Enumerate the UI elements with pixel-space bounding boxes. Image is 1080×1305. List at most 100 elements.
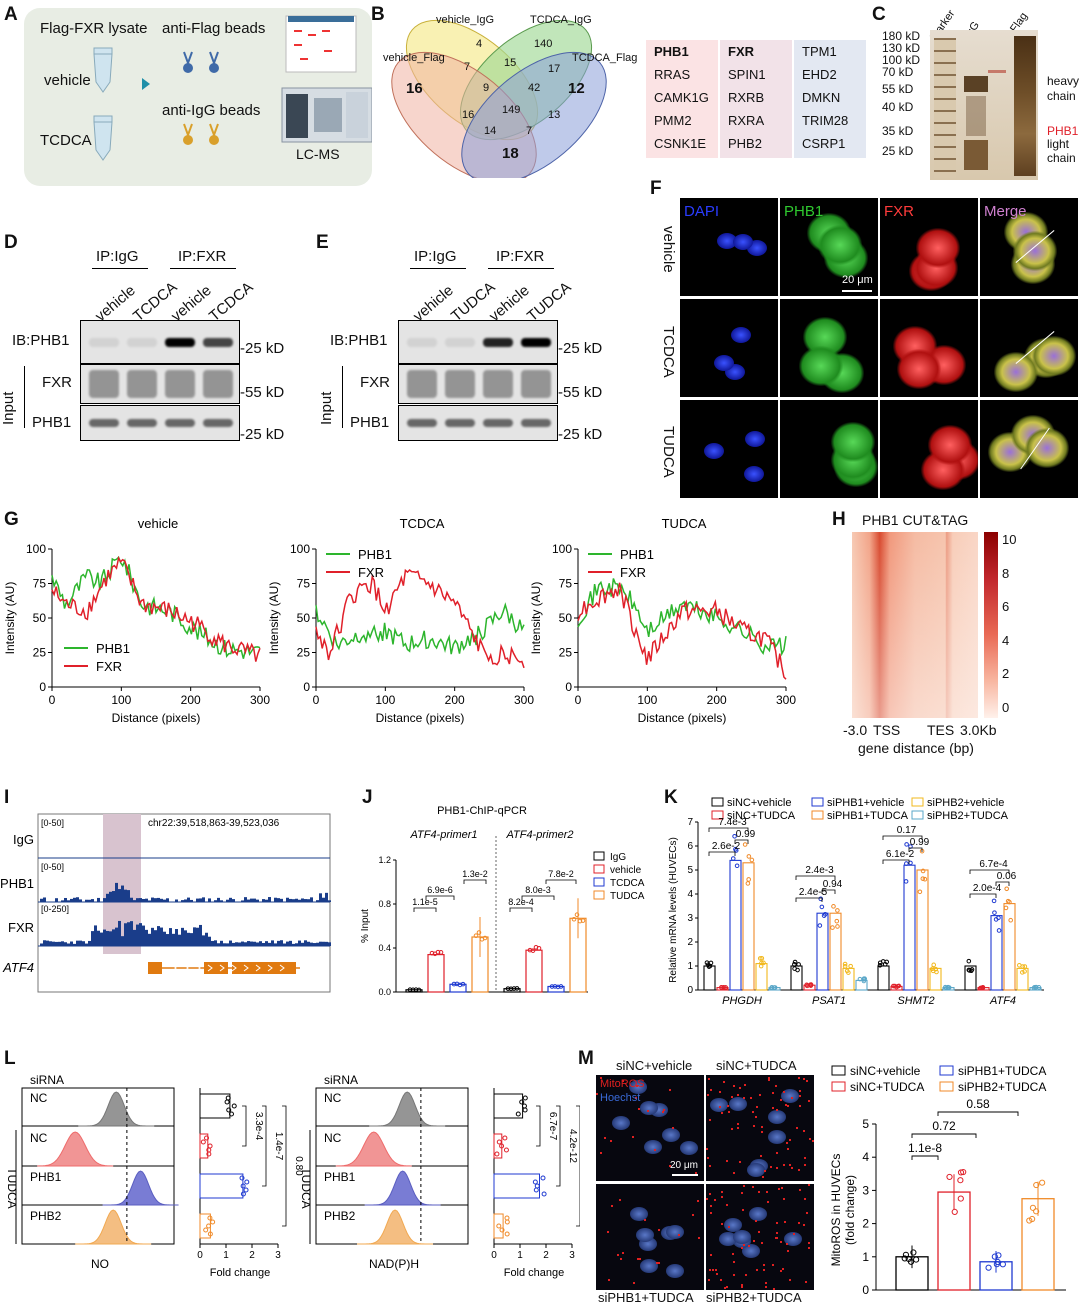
nucleus — [710, 1098, 729, 1113]
data-point — [1031, 985, 1037, 991]
data-point — [993, 1261, 1000, 1268]
significance-bracket — [545, 879, 577, 884]
data-point — [723, 985, 729, 990]
gene-cell: EHD2 — [802, 67, 837, 82]
micrograph-cell — [980, 400, 1078, 498]
signal-bar — [262, 899, 265, 902]
ros-dot — [756, 1268, 759, 1271]
legend-swatch — [911, 810, 924, 820]
gene-cell: CSRP1 — [802, 136, 846, 151]
p-value: 2.4e-5 — [799, 887, 828, 898]
ros-dot — [600, 1077, 603, 1080]
signal-bar — [241, 941, 244, 946]
signal-bar — [280, 898, 283, 902]
p-value: 7.8e-2 — [548, 869, 574, 879]
y-tick-label: 75 — [33, 577, 47, 591]
ib-label: IB:PHB1 — [12, 332, 70, 349]
signal-bar — [184, 930, 187, 946]
bar — [729, 859, 742, 991]
strand-arrow — [207, 964, 213, 972]
p-value: 0.17 — [897, 825, 917, 836]
p-value: 2.4e-3 — [805, 865, 834, 876]
cell-blob — [818, 225, 863, 266]
x-tick-label: 2 — [543, 1250, 549, 1261]
venn-set-vehicle-igg: vehicle_IgG — [436, 14, 495, 26]
signal-bar — [313, 943, 316, 946]
ros-dot — [697, 1236, 700, 1239]
signal-bar — [112, 929, 115, 946]
gene-label: PSAT1 — [812, 995, 846, 1007]
bar — [903, 864, 916, 991]
ros-dot — [757, 1191, 760, 1193]
x-tick-label: 200 — [707, 693, 727, 707]
strand-arrow — [243, 964, 249, 972]
micrograph-cell — [680, 198, 778, 296]
data-point — [913, 1256, 920, 1263]
data-point — [541, 1191, 547, 1197]
signal-bar — [139, 923, 142, 946]
western-blot-strip — [398, 364, 558, 404]
ros-dot — [743, 1184, 746, 1187]
signal-bar — [262, 943, 265, 946]
data-point — [1029, 1204, 1037, 1211]
signal-bar — [67, 943, 70, 946]
marker-size-label: 70 kD — [882, 65, 914, 79]
data-point — [922, 876, 928, 882]
data-point — [503, 1147, 509, 1153]
data-point — [742, 842, 748, 847]
ros-dot — [771, 1264, 774, 1267]
kd-label: -55 kD — [558, 384, 603, 401]
ros-dot — [763, 1264, 766, 1267]
signal-bar — [274, 897, 277, 902]
ros-dot — [776, 1151, 779, 1154]
data-point — [877, 962, 883, 968]
nucleus — [719, 1232, 738, 1247]
micrograph-cell — [880, 400, 978, 498]
histogram-peak — [102, 1170, 179, 1206]
tube-icon-vehicle — [93, 47, 113, 93]
x-tick-label: 300 — [514, 693, 534, 707]
signal-bar — [127, 890, 130, 902]
data-point — [240, 1183, 246, 1189]
data-point — [514, 986, 520, 991]
significance-bracket — [413, 907, 437, 912]
ros-dot — [655, 1261, 658, 1264]
ip-fxr-label: IP:FXR — [496, 248, 545, 265]
tcdca-label: TCDCA — [40, 132, 92, 149]
bar — [829, 912, 842, 991]
bar — [525, 949, 543, 993]
kd-label: -55 kD — [240, 384, 285, 401]
channel-label: Merge — [984, 203, 1027, 220]
strand-arrow — [195, 964, 201, 972]
gene-cell: FXR — [728, 44, 754, 59]
nucleus — [732, 1229, 751, 1244]
chart-title: TUDCA — [662, 516, 707, 531]
track-range: [0-250] — [41, 904, 69, 914]
blot-band — [165, 419, 195, 427]
gene-table — [646, 40, 866, 158]
p-value: 8.2e-4 — [508, 897, 534, 907]
channel-label: PHB1 — [784, 203, 824, 220]
mrna-levels-chart: siNC+vehicle siPHB1+vehicle siPHB2+vehicle… — [668, 797, 1044, 1007]
ros-dot — [724, 1287, 727, 1290]
ros-dot — [774, 1085, 777, 1088]
signal-bar — [190, 933, 193, 946]
gene-cell: TRIM28 — [802, 113, 849, 128]
igg-bead-icon — [183, 123, 219, 145]
ros-dot — [708, 1165, 711, 1168]
significance-bracket — [463, 879, 487, 884]
cell-blob — [745, 431, 766, 448]
data-point — [969, 967, 975, 972]
nucleus — [661, 1127, 680, 1142]
signal-bar — [295, 898, 298, 902]
y-tick-label: 0.4 — [378, 943, 391, 953]
nucleus — [644, 1139, 663, 1154]
signal-bar — [106, 930, 109, 946]
legend-swatch — [939, 1081, 954, 1092]
micrograph-cell — [780, 299, 878, 397]
data-point — [203, 1227, 209, 1233]
legend-swatch — [593, 851, 605, 861]
signal-bar — [142, 898, 145, 902]
row-label: NC — [324, 1091, 342, 1105]
legend-label: TUDCA — [610, 891, 645, 902]
